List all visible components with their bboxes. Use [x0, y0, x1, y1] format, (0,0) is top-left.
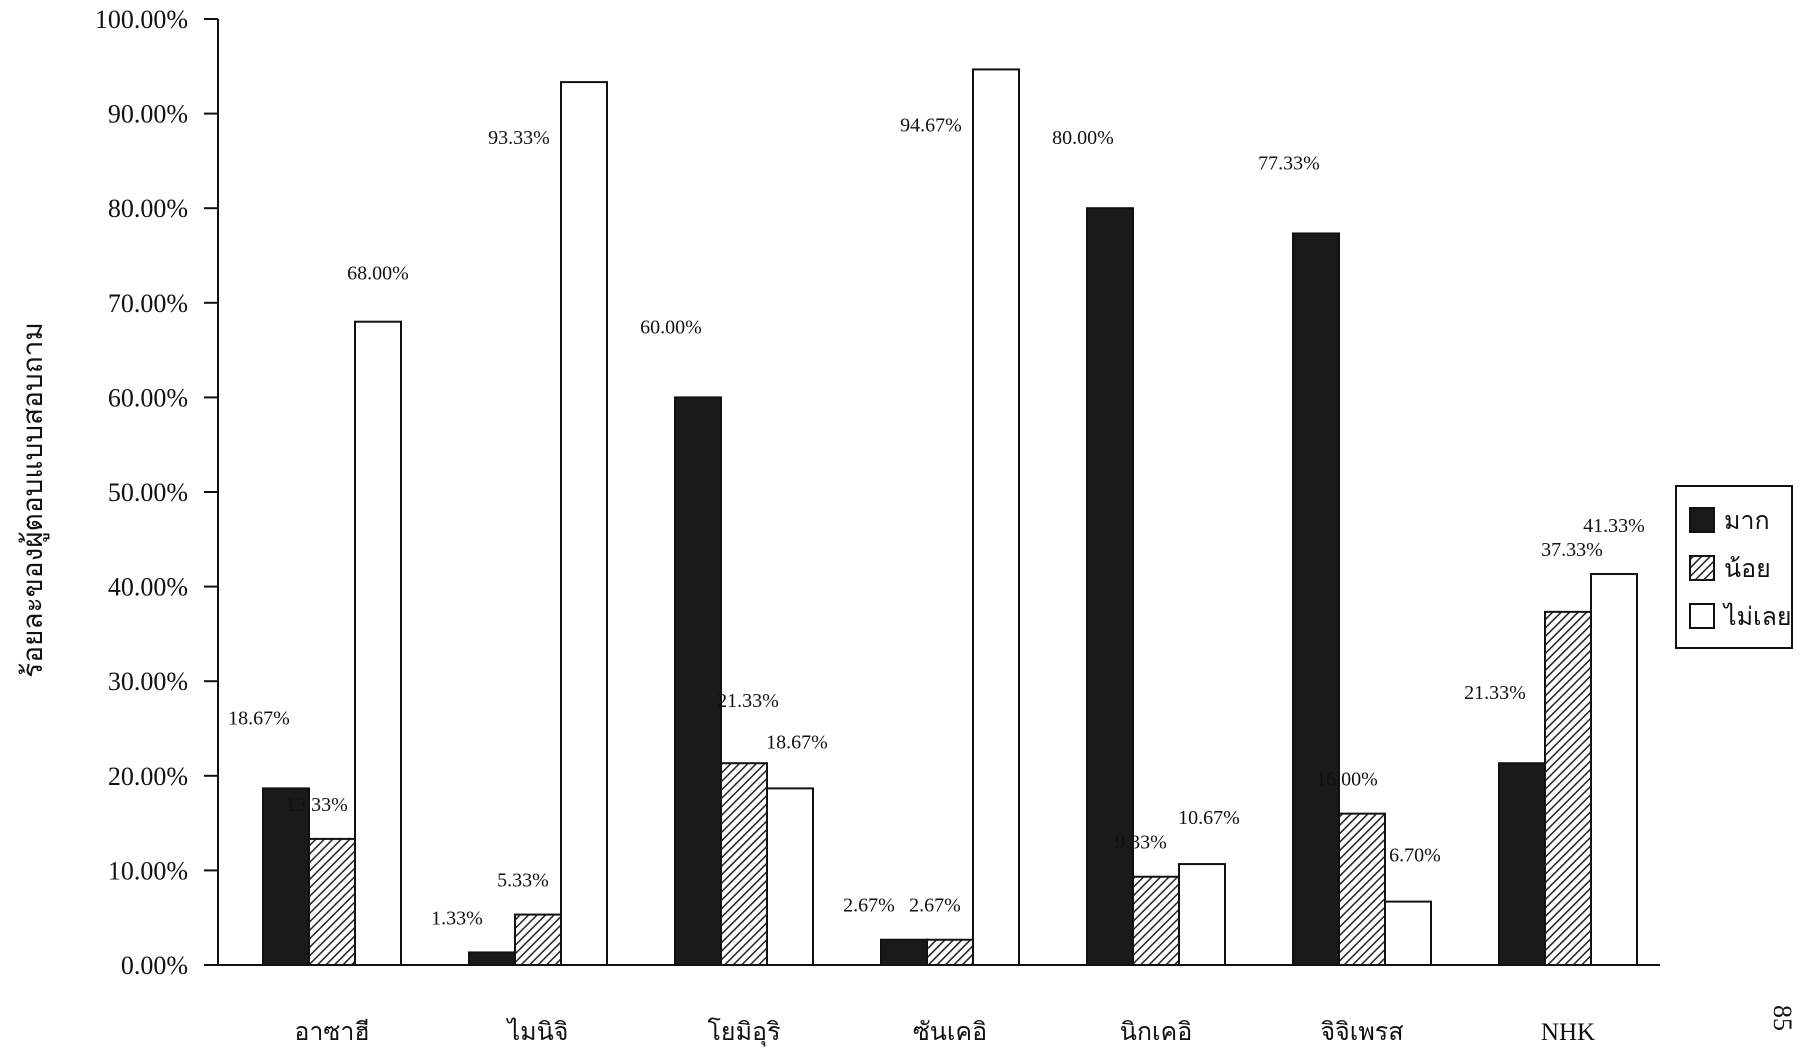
y-tick-label: 80.00% — [108, 194, 188, 223]
y-axis-title: ร้อยละของผู้ตอบแบบสอบถาม — [18, 322, 50, 678]
x-tick-label: อาซาฮี — [294, 1018, 369, 1046]
x-tick-label: นิกเคอิ — [1120, 1019, 1193, 1046]
data-label: 94.67% — [900, 114, 962, 136]
data-label: 16.00% — [1316, 769, 1378, 791]
data-label: 18.67% — [766, 731, 828, 753]
x-axis: อาซาฮี ไมนิจิ โยมิอุริ ซันเคอิ นิกเคอิ จิจิเพ… — [218, 964, 1660, 1047]
bar — [308, 837, 356, 966]
bar — [1544, 610, 1592, 967]
page-number: 85 — [1768, 1005, 1797, 1031]
data-label: 80.00% — [1052, 127, 1114, 149]
bar — [926, 938, 974, 967]
data-label: 21.33% — [717, 690, 779, 712]
x-tick-label: จิจิเพรส — [1320, 1019, 1403, 1046]
x-tick-label: ซันเคอิ — [913, 1019, 987, 1046]
data-label: 1.33% — [431, 907, 483, 929]
legend-swatch — [1689, 555, 1715, 581]
bar — [880, 938, 928, 967]
y-tick-label: 30.00% — [108, 667, 188, 696]
y-axis: 0.00% 10.00% 20.00% 30.00% 40.00% 50.00% 60.00… — [95, 5, 219, 980]
y-tick-label: 0.00% — [121, 951, 188, 980]
bar — [720, 762, 768, 966]
bar — [354, 320, 402, 967]
legend-label: มาก — [1724, 508, 1770, 535]
y-tick-label: 100.00% — [95, 5, 188, 34]
bar — [1384, 900, 1432, 966]
data-labels: 18.67% 13.33% 68.00% 1.33% 5.33% 93.33% 60.00%… — [228, 114, 1645, 929]
data-label: 13.33% — [286, 794, 348, 816]
bar — [674, 396, 722, 966]
bar — [514, 913, 562, 966]
bar — [468, 951, 516, 967]
bar — [1292, 232, 1340, 967]
bar — [1132, 875, 1180, 967]
legend-label: น้อย — [1724, 556, 1771, 583]
data-label: 5.33% — [497, 870, 549, 892]
legend-label: ไม่เลย — [1722, 602, 1792, 631]
y-tick-label: 70.00% — [108, 289, 188, 318]
data-label: 77.33% — [1258, 152, 1320, 174]
bar — [1590, 573, 1638, 966]
bar — [1086, 207, 1134, 966]
data-label: 37.33% — [1541, 539, 1603, 561]
y-tick-label: 60.00% — [108, 383, 188, 412]
data-label: 9.33% — [1115, 832, 1167, 854]
y-tick-label: 90.00% — [108, 100, 188, 129]
x-tick-label: NHK — [1541, 1019, 1595, 1046]
legend-swatch — [1689, 603, 1715, 629]
y-tick-label: 40.00% — [108, 573, 188, 602]
data-label: 6.70% — [1389, 845, 1441, 867]
y-tick-label: 10.00% — [108, 856, 188, 885]
data-label: 41.33% — [1583, 515, 1645, 537]
data-label: 93.33% — [488, 127, 550, 149]
data-label: 21.33% — [1464, 682, 1526, 704]
data-label: 2.67% — [843, 895, 895, 917]
legend-swatch — [1689, 507, 1715, 533]
x-tick-label: โยมิอุริ — [708, 1017, 781, 1047]
bar — [560, 81, 608, 966]
bar — [766, 787, 814, 966]
data-label: 18.67% — [228, 707, 290, 729]
y-tick-label: 20.00% — [108, 762, 188, 791]
x-tick-label: ไมนิจิ — [506, 1017, 569, 1046]
data-label: 2.67% — [909, 895, 961, 917]
bar — [972, 68, 1020, 966]
bar — [1338, 812, 1386, 967]
data-label: 10.67% — [1178, 807, 1240, 829]
bars — [262, 68, 1638, 967]
data-label: 68.00% — [347, 263, 409, 285]
data-label: 60.00% — [640, 316, 702, 338]
bar — [1178, 863, 1226, 967]
y-tick-label: 50.00% — [108, 478, 188, 507]
bar — [1498, 762, 1546, 966]
